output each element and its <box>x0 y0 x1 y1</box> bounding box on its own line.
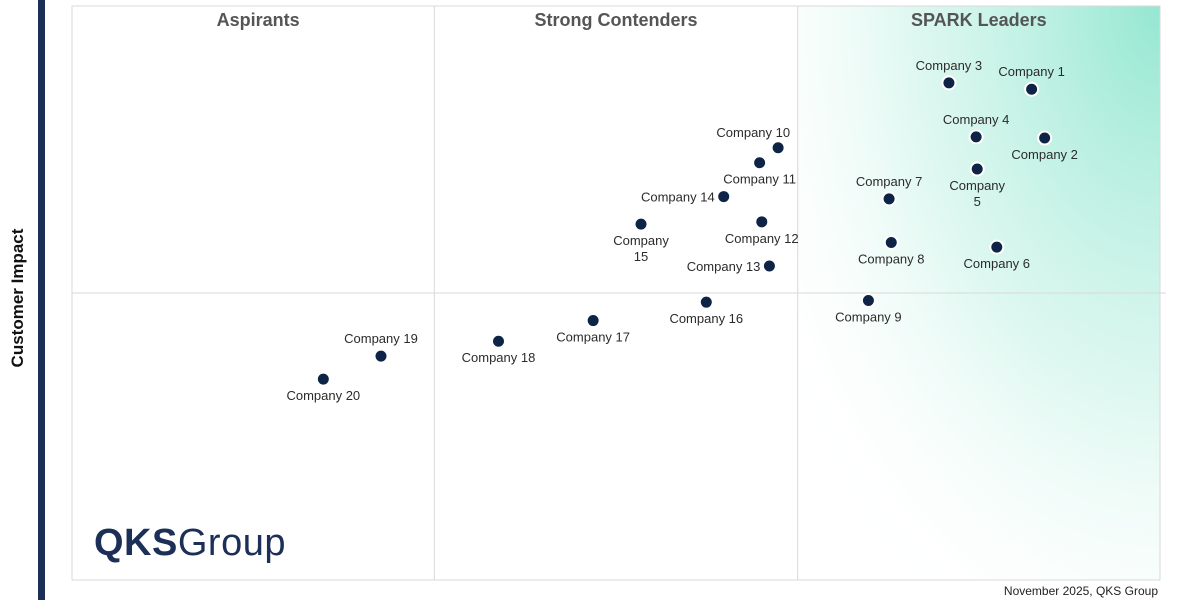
data-point-company-8[interactable] <box>883 234 899 250</box>
data-label-company-11: Company 11 <box>723 172 796 187</box>
data-label-company-5-line1: Company <box>949 178 1005 193</box>
data-point-company-3[interactable] <box>941 75 957 91</box>
data-label-company-14: Company 14 <box>641 190 715 205</box>
data-point-company-12[interactable] <box>754 214 770 230</box>
data-point-company-20[interactable] <box>315 371 331 387</box>
logo-bold-text: QKS <box>94 522 178 564</box>
left-accent-bar <box>38 0 45 600</box>
data-label-company-15-line1: Company <box>613 233 669 248</box>
data-label-company-10: Company 10 <box>716 125 790 140</box>
data-point-company-10[interactable] <box>770 140 786 156</box>
qks-group-logo: QKSGroup <box>94 522 286 565</box>
data-point-company-7[interactable] <box>881 191 897 207</box>
data-points: Company 1 Company 2 Company 3 Company 4 Comp… <box>286 58 1077 403</box>
data-point-company-1[interactable] <box>1024 81 1040 97</box>
data-label-company-13: Company 13 <box>687 259 761 274</box>
data-point-company-4[interactable] <box>968 129 984 145</box>
data-label-company-20: Company 20 <box>286 388 360 403</box>
data-label-company-17: Company 17 <box>556 330 630 345</box>
data-point-company-2[interactable] <box>1037 130 1053 146</box>
data-point-company-6[interactable] <box>989 239 1005 255</box>
data-label-company-7: Company 7 <box>856 174 922 189</box>
data-point-company-15[interactable] <box>633 216 649 232</box>
footer-credit: November 2025, QKS Group <box>1003 584 1158 598</box>
data-point-company-16[interactable] <box>698 294 714 310</box>
data-label-company-16: Company 16 <box>669 311 743 326</box>
data-label-company-5-line2: 5 <box>974 194 981 209</box>
data-point-company-18[interactable] <box>490 333 506 349</box>
data-label-company-12: Company 12 <box>725 231 799 246</box>
data-point-company-9[interactable] <box>860 292 876 308</box>
data-point-company-19[interactable] <box>373 348 389 364</box>
data-point-company-14[interactable] <box>716 189 732 205</box>
data-point-company-13[interactable] <box>761 258 777 274</box>
data-point-company-5[interactable] <box>969 161 985 177</box>
data-point-company-17[interactable] <box>585 313 601 329</box>
data-label-company-19: Company 19 <box>344 331 418 346</box>
data-label-company-4: Company 4 <box>943 112 1009 127</box>
quadrant-title-strong-contenders: Strong Contenders <box>534 10 697 30</box>
logo-light-text: Group <box>177 522 286 564</box>
data-label-company-1: Company 1 <box>998 64 1064 79</box>
data-label-company-6: Company 6 <box>964 256 1030 271</box>
data-point-company-11[interactable] <box>752 155 768 171</box>
data-label-company-3: Company 3 <box>916 58 982 73</box>
quadrant-title-spark-leaders: SPARK Leaders <box>911 10 1047 30</box>
quadrant-title-aspirants: Aspirants <box>217 10 300 30</box>
data-label-company-18: Company 18 <box>462 350 536 365</box>
data-label-company-2: Company 2 <box>1011 147 1077 162</box>
data-label-company-9: Company 9 <box>835 309 901 324</box>
data-label-company-8: Company 8 <box>858 251 924 266</box>
data-label-company-15-line2: 15 <box>634 249 648 264</box>
